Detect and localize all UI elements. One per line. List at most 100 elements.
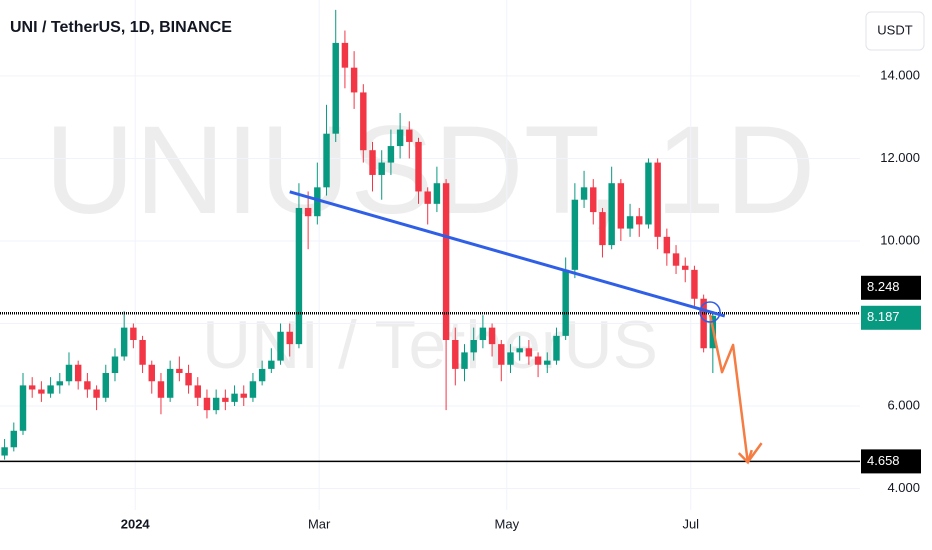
candle-body	[314, 187, 321, 217]
candle-body	[360, 92, 367, 151]
projection-path	[708, 314, 763, 464]
candle-body	[700, 298, 707, 349]
candle-body	[525, 348, 533, 357]
candle-body	[571, 199, 579, 270]
candle-body	[258, 368, 266, 382]
candle-body	[580, 187, 588, 200]
candle-body	[47, 385, 54, 394]
y-tick-label: 6.000	[887, 397, 920, 412]
watermark: UNI / TetherUS	[202, 307, 658, 383]
candle-body	[378, 162, 385, 175]
level-label: 4.658	[867, 453, 900, 468]
candle-body	[663, 236, 671, 254]
candle-body	[636, 216, 643, 225]
candle-body	[231, 393, 238, 402]
y-tick-label: 12.000	[880, 150, 920, 165]
candle-body	[599, 212, 606, 246]
candle-body	[130, 327, 137, 340]
chart-title: UNI / TetherUS, 1D, BINANCE	[10, 19, 232, 36]
candle-body	[148, 364, 155, 382]
y-tick-label: 14.000	[880, 67, 920, 82]
candle-body	[590, 187, 597, 213]
candle-body	[452, 340, 459, 369]
candle-body	[470, 340, 477, 353]
candle-body	[626, 216, 634, 229]
candle-body	[56, 381, 64, 386]
candle-body	[562, 269, 569, 336]
candle-body	[461, 352, 468, 369]
candle-body	[608, 183, 615, 246]
candle-body	[387, 146, 395, 163]
candle-body	[350, 67, 358, 93]
highlight-circle	[699, 301, 721, 323]
candle-body	[498, 344, 505, 365]
candle-body	[28, 385, 36, 390]
candle-body	[277, 331, 284, 361]
trendline	[289, 190, 726, 318]
x-tick-label: 2024	[121, 516, 151, 531]
candle-body	[488, 327, 496, 345]
candle-body	[654, 162, 661, 237]
level-label-box	[861, 449, 921, 474]
candle-body	[479, 327, 487, 340]
candle-body	[516, 348, 523, 353]
candle-body	[534, 356, 542, 365]
candle-body	[157, 381, 165, 398]
candle-body	[304, 207, 312, 217]
currency-button[interactable]	[865, 11, 925, 51]
candle-body	[332, 42, 339, 134]
candle-body	[433, 183, 441, 204]
level-label-box	[861, 275, 921, 300]
candle-body	[19, 385, 27, 431]
watermark: UNIUSDT, 1D	[45, 101, 816, 240]
last-price-label: 8.187	[867, 309, 900, 324]
candle-body	[194, 385, 201, 398]
candle-body	[672, 253, 680, 266]
candle-body	[120, 327, 128, 357]
candle-body	[323, 133, 330, 188]
candle-body	[65, 364, 73, 382]
candle-body	[102, 373, 109, 398]
candle-body	[38, 389, 45, 394]
y-tick-label: 10.000	[880, 232, 920, 247]
last-price-label-box	[861, 305, 921, 330]
candle-body	[341, 42, 349, 68]
candle-body	[424, 191, 431, 204]
candle-body	[176, 368, 183, 374]
candle-body	[295, 207, 303, 345]
candle-body	[617, 183, 625, 229]
candle-body	[507, 352, 514, 365]
candle-body	[369, 150, 376, 175]
candle-body	[442, 183, 450, 340]
candle-body	[553, 335, 560, 361]
candle-body	[268, 360, 275, 369]
x-tick-label: Mar	[308, 516, 331, 531]
candle-body	[10, 430, 18, 448]
candle-body	[544, 360, 551, 365]
candle-body	[84, 381, 91, 390]
candle-body	[74, 364, 82, 382]
x-tick-label: Jul	[682, 516, 699, 531]
candle-body	[415, 141, 422, 192]
candle-body	[203, 397, 211, 411]
candle-body	[212, 397, 220, 411]
candle-body	[286, 331, 293, 345]
candle-body	[1, 447, 8, 456]
candle-body	[111, 356, 119, 374]
candle-body	[645, 162, 652, 225]
candle-body	[166, 368, 174, 398]
candle-body	[185, 373, 192, 386]
candle-body	[249, 381, 257, 398]
x-tick-label: May	[495, 516, 520, 531]
candle-body	[406, 129, 413, 142]
candle-body	[396, 129, 404, 147]
candle-body	[691, 269, 698, 299]
projection-arrowhead	[737, 449, 753, 465]
candle-body	[93, 389, 100, 398]
candle-body	[139, 340, 146, 365]
candle-body	[222, 397, 229, 402]
currency: USDT	[877, 22, 912, 37]
level-label: 8.248	[867, 279, 900, 294]
